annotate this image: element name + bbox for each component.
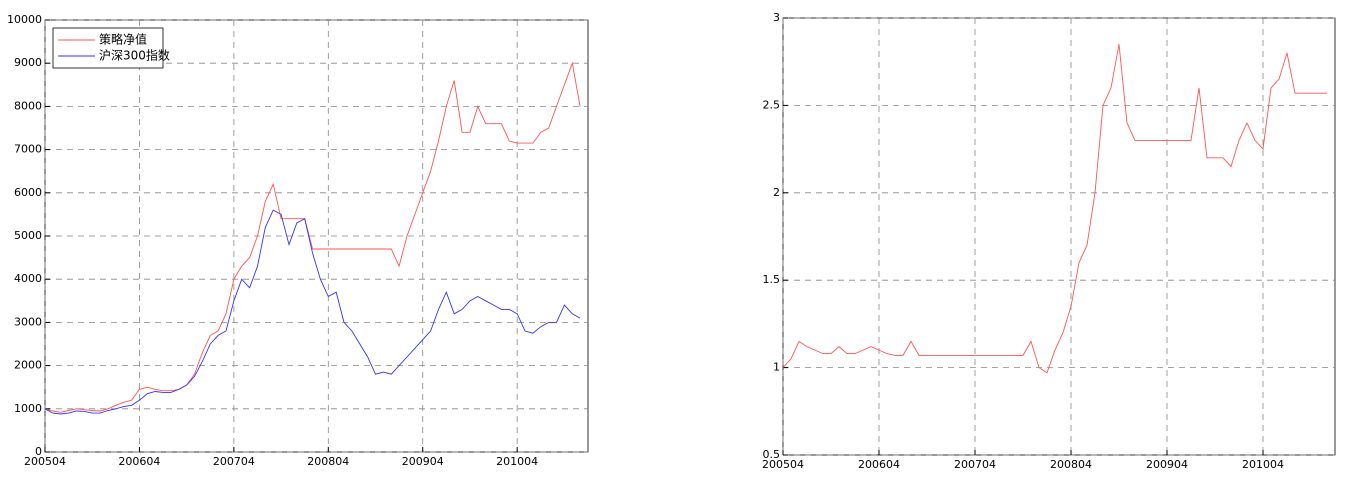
x-tick-label: 200604 [858, 458, 900, 471]
series-line [44, 209, 581, 415]
legend-label: 沪深300指数 [99, 48, 170, 63]
y-tick-label: 6000 [14, 186, 42, 199]
y-tick-label: 1 [773, 361, 780, 374]
y-tick-label: 0.5 [763, 448, 781, 461]
x-tick-label: 200804 [307, 455, 349, 468]
x-tick-label: 200604 [118, 455, 160, 468]
legend-label: 策略净值 [99, 32, 147, 47]
x-tick-label: 201004 [496, 455, 538, 468]
y-tick-label: 4000 [14, 272, 42, 285]
legend [52, 27, 164, 69]
y-tick-label: 10000 [7, 13, 42, 26]
y-tick-label: 1.5 [763, 273, 781, 286]
y-tick-label: 2.5 [763, 98, 781, 111]
y-tick-label: 7000 [14, 143, 42, 156]
x-tick-label: 200504 [762, 458, 804, 471]
series-line [44, 61, 581, 413]
x-tick-label: 200804 [1050, 458, 1092, 471]
x-tick-label: 200504 [24, 455, 66, 468]
y-tick-label: 1000 [14, 402, 42, 415]
y-tick-label: 5000 [14, 229, 42, 242]
chart: 0 1000 2000 3000 4000 5000 6000 7000 8000 9000 100… [7, 13, 589, 468]
y-tick-label: 2000 [14, 359, 42, 372]
y-tick-label: 0 [35, 445, 42, 458]
x-tick-label: 200704 [954, 458, 996, 471]
x-tick-label: 200704 [213, 455, 255, 468]
y-tick-label: 3000 [14, 315, 42, 328]
x-tick-label: 200904 [402, 455, 444, 468]
y-tick-label: 8000 [14, 99, 42, 112]
x-tick-label: 201004 [1242, 458, 1284, 471]
x-tick-label: 200904 [1146, 458, 1188, 471]
series-line [782, 44, 1327, 374]
chart: 0.5 1 1.5 2 2.5 3 200504 200604 200704 200804 2009… [762, 11, 1336, 471]
plot-area [782, 17, 1336, 456]
y-tick-label: 3 [773, 11, 780, 24]
y-tick-label: 9000 [14, 56, 42, 69]
y-tick-label: 2 [773, 186, 780, 199]
